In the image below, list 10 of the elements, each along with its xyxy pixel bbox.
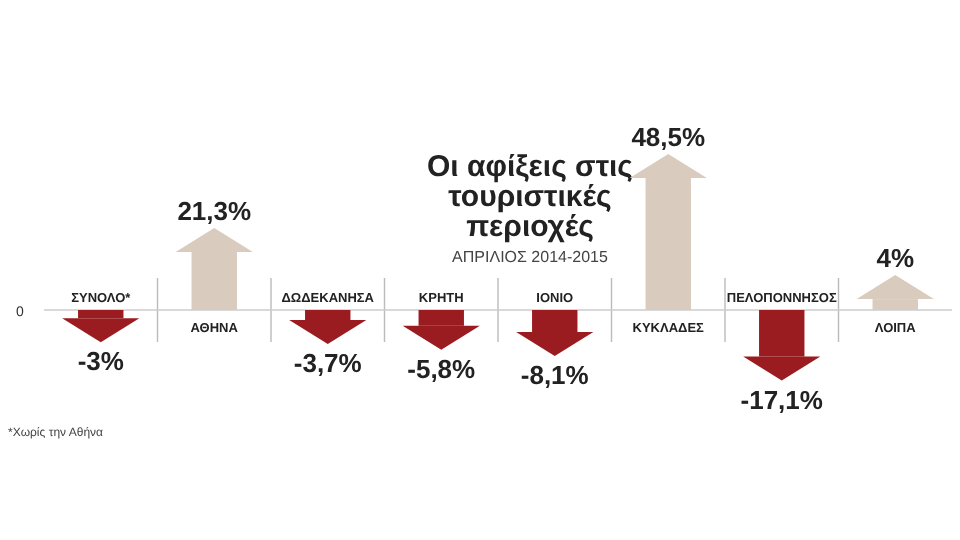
chart-title: Οι αφίξεις στις τουριστικές περιοχές [427,150,634,244]
data-label: 4% [876,243,915,274]
data-label: 48,5% [631,122,706,152]
data-label: -5,8% [407,353,477,384]
data-label: -17,1% [740,384,824,415]
data-label: -3,7% [293,348,363,379]
data-label: 21,3% [177,196,252,227]
text: ΑΠΡΙΛΙΟΣ 2014-2015 [452,248,609,266]
data-label: -8,1% [520,360,590,391]
data-label: -3% [77,346,125,377]
